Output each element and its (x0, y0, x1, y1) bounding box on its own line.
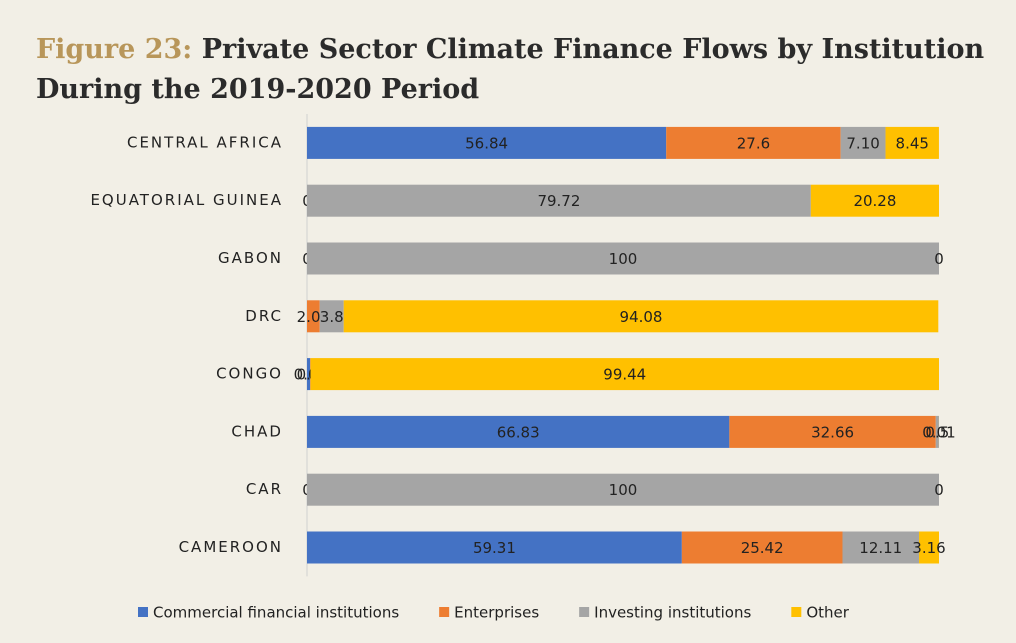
bar-segment (307, 473, 939, 506)
bar-segment (307, 300, 320, 333)
bar-segment (666, 126, 841, 159)
bar-segment (307, 358, 311, 391)
chart-title: Figure 23: Private Sector Climate Financ… (36, 30, 996, 110)
bar-segment (307, 415, 730, 448)
data-label: 59.31 (473, 539, 516, 557)
data-label: 27.6 (737, 134, 770, 152)
bar-segment (307, 531, 682, 564)
data-label: 56.84 (465, 134, 508, 152)
figure-label: Figure 23: (36, 34, 193, 65)
y-tick-label: CENTRAL AFRICA (127, 133, 283, 151)
bar-segment (307, 184, 811, 217)
legend-swatch (439, 607, 450, 617)
data-label: 94.08 (620, 308, 663, 326)
bar-segment (681, 531, 843, 564)
data-label: 25.42 (741, 539, 784, 557)
legend-label: Commercial financial institutions (153, 604, 399, 622)
data-label: 3.16 (912, 539, 945, 557)
bar-segment (307, 242, 939, 275)
legend-swatch (579, 607, 590, 617)
data-label: 32.66 (811, 423, 854, 441)
bar-segment (343, 300, 939, 333)
legend-label: Enterprises (454, 604, 539, 622)
data-label: 0 (934, 481, 944, 499)
y-tick-label: CONGO (216, 365, 283, 383)
y-tick-label: DRC (245, 307, 283, 325)
data-label: 66.83 (497, 423, 540, 441)
bar-segment (919, 531, 939, 564)
bar-segment (307, 126, 667, 159)
bar-segment (885, 126, 939, 159)
legend-label: Investing institutions (594, 604, 751, 622)
bar-segment (935, 415, 939, 448)
y-tick-label: CAMEROON (179, 538, 283, 556)
bar-segment (842, 531, 920, 564)
title-text: Private Sector Climate Finance Flows by … (36, 34, 985, 105)
data-label: 20.28 (853, 192, 896, 210)
data-label: 99.44 (603, 366, 646, 384)
data-label: 12.11 (859, 539, 902, 557)
y-tick-label: CHAD (231, 422, 283, 440)
data-label: 100 (609, 250, 638, 268)
bar-segment (729, 415, 936, 448)
data-label: 8.45 (896, 134, 929, 152)
data-label: 7.10 (846, 134, 879, 152)
bar-segment (840, 126, 886, 159)
legend-swatch (138, 607, 148, 617)
y-tick-label: GABON (218, 249, 283, 267)
legend-label: Other (806, 604, 849, 622)
data-label: 3.8 (320, 308, 344, 326)
data-label: 0.5 (925, 423, 949, 441)
legend-swatch (791, 607, 802, 617)
bar-segment (319, 300, 344, 333)
bar-segment (310, 358, 940, 391)
data-label: 0 (934, 250, 944, 268)
y-tick-label: CAR (246, 480, 283, 498)
data-label: 100 (609, 481, 638, 499)
data-label: 79.72 (537, 192, 580, 210)
bar-segment (810, 184, 939, 217)
y-tick-label: EQUATORIAL GUINEA (90, 191, 283, 209)
data-label: 0.01 (922, 423, 955, 441)
